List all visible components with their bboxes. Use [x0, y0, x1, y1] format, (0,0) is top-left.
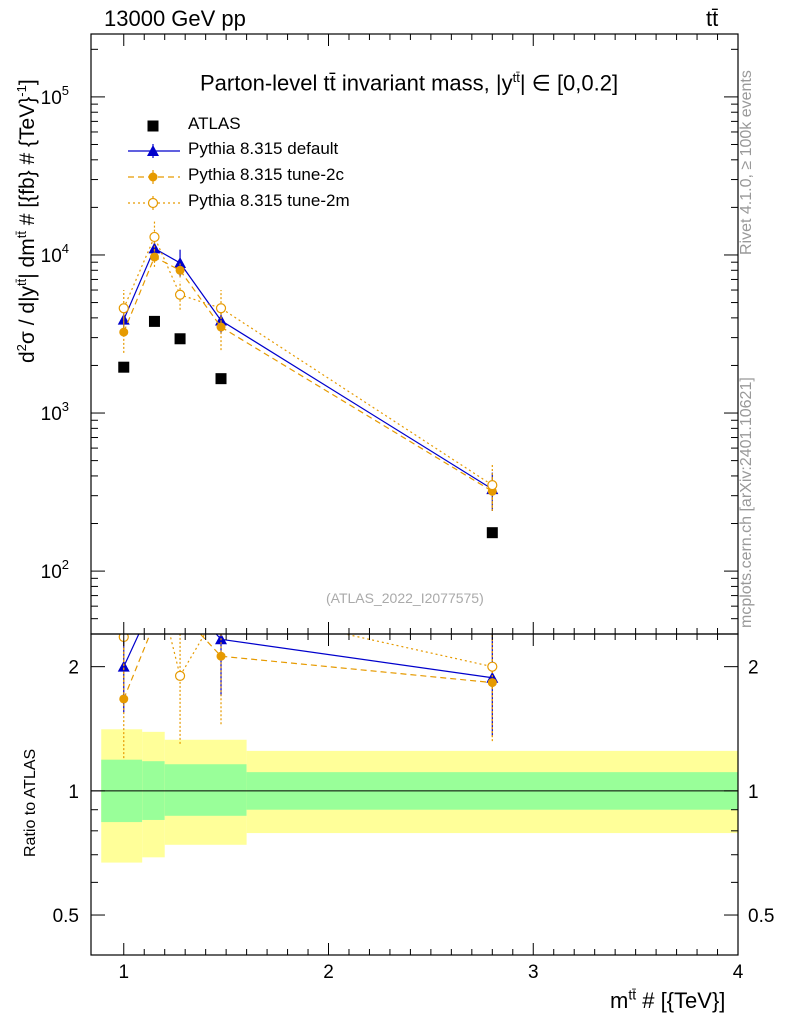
x-axis-label: mtt̄ # [{TeV}]	[610, 987, 725, 1014]
series-tune2c	[119, 248, 497, 509]
ratio-line-tune2c	[123, 634, 493, 700]
tick-labels: 1 2 3 4 102 103 104 105 0.5 0.5 1 1 2 2	[41, 83, 775, 983]
series-layer	[117, 220, 499, 759]
y-axis-label-main: d2σ / d|ytt̄| dmtt̄ # [{fb} # {TeV}-1]	[14, 79, 40, 363]
ratio-point	[174, 588, 186, 599]
ylabel-sup: tt̄	[14, 278, 29, 286]
mcplots-label: mcplots.cern.ch [arXiv:2401.10621]	[738, 377, 755, 628]
x-tick-label: 4	[733, 962, 744, 983]
ratio-y-tick-label: 0.5	[53, 906, 79, 927]
xlabel-sup: tt̄	[628, 986, 637, 1003]
data-point	[148, 242, 161, 254]
legend-marker-atlas	[147, 120, 159, 132]
ylabel-sup: 2	[14, 344, 29, 352]
legend-marker-tune2m	[147, 197, 159, 209]
series-atlas	[118, 315, 498, 539]
data-point	[174, 289, 186, 300]
data-point	[148, 315, 160, 327]
legend-item-default: Pythia 8.315 default	[122, 139, 382, 163]
xlabel-text: m	[610, 988, 629, 1013]
xlabel-tail: # [{TeV}]	[636, 988, 726, 1013]
data-point	[149, 252, 159, 262]
title-superscript: tt̄	[512, 70, 520, 85]
ylabel-part: σ / d|y	[16, 285, 39, 345]
y-tick-label: 105	[41, 83, 69, 109]
ratio-point	[487, 661, 498, 672]
data-point	[215, 303, 227, 314]
ylabel-sup: -1	[14, 85, 29, 97]
data-point	[149, 231, 160, 243]
data-point	[174, 333, 186, 345]
ratio-line-tune2m	[123, 634, 493, 678]
legend-label: Pythia 8.315 tune-2m	[188, 191, 350, 210]
title-tail: | ∈ [0,0.2]	[519, 70, 619, 96]
x-tick-label: 1	[118, 962, 129, 983]
ratio-point	[217, 602, 226, 611]
ratio-point	[216, 651, 226, 661]
series-tune2m	[118, 220, 498, 512]
ylabel-part: | dm	[16, 238, 39, 279]
ratio-line-default	[123, 634, 493, 679]
legend-item-tune2m: Pythia 8.315 tune-2m	[122, 191, 382, 215]
ratio-point	[174, 670, 186, 681]
energy-label: 13000 GeV pp	[104, 6, 246, 31]
ratio-panel-series	[117, 567, 499, 759]
series-default	[117, 240, 499, 512]
y-tick-label: 103	[41, 399, 69, 425]
analysis-label: (ATLAS_2022_I2077575)	[326, 590, 484, 606]
legend-item-atlas: ATLAS	[122, 114, 382, 138]
data-point	[215, 373, 227, 385]
ratio-y-tick-label: 1	[68, 782, 79, 803]
ratio-point	[119, 694, 129, 704]
ratio-point	[176, 608, 185, 617]
y-tick-label: 102	[41, 557, 69, 583]
ratio-series-default	[117, 588, 499, 736]
x-tick-label: 2	[323, 962, 334, 983]
ratio-y-tick-label-right: 0.5	[748, 906, 774, 927]
data-point	[174, 256, 187, 268]
legend-marker-default	[147, 145, 159, 156]
process-label: tt̄	[706, 6, 719, 31]
y-axis-label-ratio: Ratio to ATLAS	[22, 748, 39, 857]
title-text: Parton-level tt̄ invariant mass, |y	[200, 70, 513, 96]
legend-label: Pythia 8.315 default	[188, 139, 339, 158]
axes-layer	[90, 33, 739, 956]
ylabel-part: d	[16, 351, 39, 363]
ylabel-part: # [{fb} # {TeV}	[16, 96, 39, 232]
data-point	[118, 361, 130, 373]
ratio-y-tick-label-right: 2	[748, 658, 759, 679]
data-point	[118, 303, 129, 314]
x-tick-label: 3	[528, 962, 539, 983]
band-inner	[164, 764, 247, 816]
y-tick-label: 104	[41, 241, 69, 267]
ylabel-part: ]	[16, 79, 39, 86]
series-line-default	[123, 247, 493, 490]
data-point	[487, 480, 498, 491]
main-panel-series	[117, 220, 499, 539]
ratio-point	[148, 594, 160, 605]
legend-label: Pythia 8.315 tune-2c	[188, 165, 344, 184]
legend-marker-tune2c	[148, 172, 158, 182]
data-point	[486, 527, 498, 539]
series-line-tune2c	[123, 256, 493, 492]
plot-title: Parton-level tt̄ invariant mass, |ytt̄| …	[200, 70, 618, 96]
legend-label: ATLAS	[188, 114, 241, 133]
ratio-point	[487, 678, 497, 688]
data-point	[119, 327, 129, 337]
rivet-version-label: Rivet 4.1.0, ≥ 100k events	[738, 70, 755, 255]
ratio-y-tick-label-right: 1	[748, 782, 759, 803]
ratio-point	[150, 619, 159, 628]
legend-symbols	[128, 120, 180, 210]
data-point	[175, 265, 185, 275]
ratio-uncertainty-bands	[101, 729, 738, 863]
ratio-point	[150, 567, 159, 576]
legend-item-tune2c: Pythia 8.315 tune-2c	[122, 165, 382, 189]
ratio-frame	[90, 633, 739, 956]
ratio-y-tick-label: 2	[68, 658, 79, 679]
ylabel-sup: tt̄	[14, 231, 29, 239]
